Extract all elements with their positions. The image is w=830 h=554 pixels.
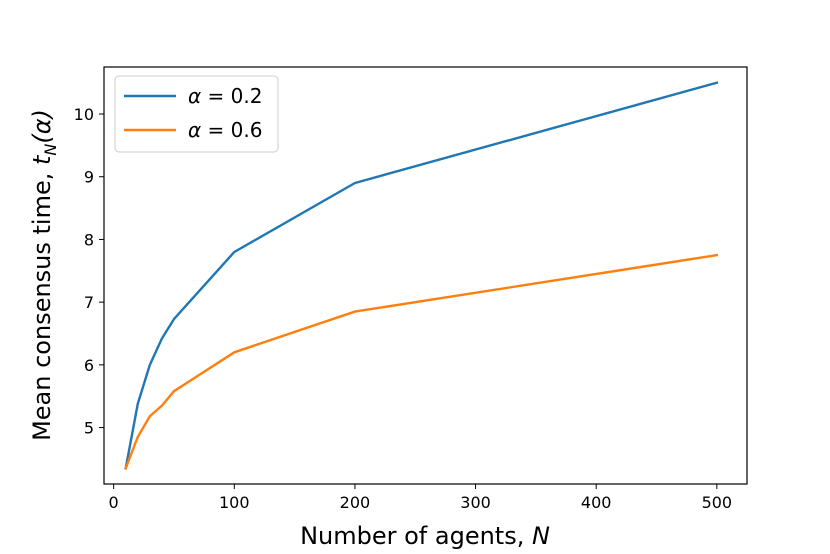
- x-tick-label: 500: [702, 493, 733, 512]
- x-tick-label: 200: [340, 493, 371, 512]
- series-line-1: [124, 81, 719, 470]
- series-layer: [124, 81, 719, 470]
- x-tick-label: 300: [460, 493, 491, 512]
- x-axis-label: Number of agents, N: [300, 522, 550, 550]
- y-tick-label: 8: [84, 230, 94, 249]
- legend: α = 0.2 α = 0.6: [114, 75, 279, 153]
- y-tick-label: 9: [84, 168, 94, 187]
- x-tick-label: 400: [581, 493, 612, 512]
- y-axis-ticks: 5 6 7 8 9 10: [74, 105, 104, 438]
- plot-frame: [103, 66, 748, 485]
- x-axis-ticks: 0 100 200 300 400 500: [109, 484, 733, 512]
- legend-label-1: α = 0.2: [188, 84, 262, 108]
- y-tick-label: 5: [84, 419, 94, 438]
- series-line-2: [124, 253, 719, 470]
- y-tick-label: 7: [84, 293, 94, 312]
- y-axis-label: Mean consensus time, tN(α): [28, 109, 60, 441]
- x-tick-label: 0: [109, 493, 119, 512]
- legend-label-2: α = 0.6: [188, 118, 262, 142]
- y-tick-label: 6: [84, 356, 94, 375]
- x-tick-label: 100: [219, 493, 250, 512]
- y-tick-label: 10: [74, 105, 94, 124]
